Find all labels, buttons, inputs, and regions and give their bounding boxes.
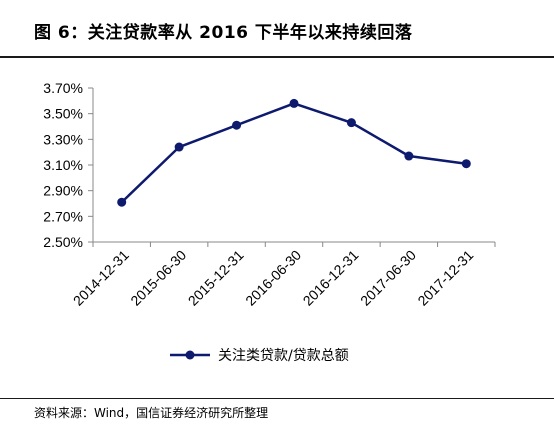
legend: 关注类贷款/贷款总额 bbox=[170, 348, 349, 364]
data-point bbox=[346, 118, 356, 128]
data-point bbox=[404, 151, 414, 161]
series-group bbox=[117, 98, 471, 207]
data-point bbox=[117, 197, 127, 207]
legend-swatch-marker bbox=[185, 350, 195, 360]
y-tick-label: 3.50% bbox=[43, 106, 83, 122]
series-line bbox=[120, 102, 467, 204]
y-tick-label: 3.10% bbox=[43, 157, 83, 173]
figure-title: 图 6：关注贷款率从 2016 下半年以来持续回落 bbox=[34, 23, 413, 43]
x-tick-label: 2015-06-30 bbox=[127, 247, 189, 309]
y-axis-ticks: 2.50% 2.70% 2.90% 3.10% 3.30% 3.50% 3.70% bbox=[43, 80, 93, 250]
x-tick-label: 2016-06-30 bbox=[242, 247, 304, 309]
data-point bbox=[232, 120, 242, 130]
source-note: 资料来源：Wind，国信证券经济研究所整理 bbox=[34, 406, 269, 420]
chart-axes bbox=[92, 88, 495, 243]
y-tick-label: 2.70% bbox=[43, 208, 83, 224]
data-point bbox=[461, 159, 471, 169]
x-tick-label: 2017-12-31 bbox=[414, 247, 476, 309]
x-tick-label: 2014-12-31 bbox=[70, 247, 132, 309]
x-axis-ticks: 2014-12-312015-06-302015-12-312016-06-30… bbox=[70, 242, 496, 309]
y-tick-label: 3.30% bbox=[43, 131, 83, 147]
x-tick-label: 2015-12-31 bbox=[185, 247, 247, 309]
legend-label: 关注类贷款/贷款总额 bbox=[218, 348, 349, 364]
y-tick-label: 2.90% bbox=[43, 183, 83, 199]
data-point bbox=[289, 98, 299, 108]
x-tick-label: 2016-12-31 bbox=[300, 247, 362, 309]
x-tick-label: 2017-06-30 bbox=[357, 247, 419, 309]
y-tick-label: 3.70% bbox=[43, 80, 83, 96]
data-point bbox=[174, 142, 184, 152]
line-chart: 2.50% 2.70% 2.90% 3.10% 3.30% 3.50% 3.70% 2014… bbox=[43, 80, 496, 364]
y-tick-label: 2.50% bbox=[43, 234, 83, 250]
title-bar: 图 6：关注贷款率从 2016 下半年以来持续回落 bbox=[0, 0, 554, 58]
footer-rule bbox=[0, 398, 554, 399]
